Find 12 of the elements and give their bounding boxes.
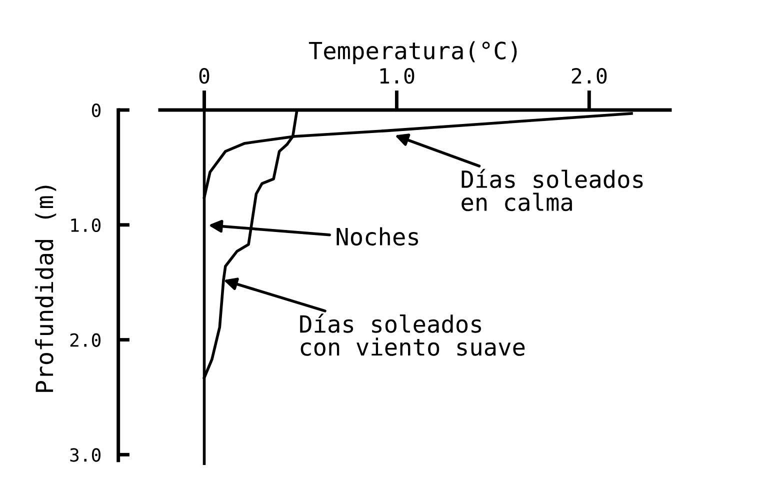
x-tick-label: 2.0 bbox=[572, 68, 607, 84]
x-tick-label: 1.0 bbox=[380, 68, 414, 84]
y-tick-label: 1.0 bbox=[71, 218, 100, 232]
y-axis-title: Profundidad (m) bbox=[35, 186, 56, 392]
x-axis-title: Temperatura(°C) bbox=[308, 41, 517, 64]
y-tick-label: 3.0 bbox=[70, 448, 100, 462]
annotation: Días soleados en calma bbox=[462, 168, 643, 212]
ref-line-label: Noches bbox=[336, 227, 418, 246]
y-tick-label: 2.0 bbox=[70, 333, 100, 347]
x-tick-label: 0 bbox=[199, 68, 210, 84]
y-tick-label: 0 bbox=[92, 104, 100, 118]
annotation: Días soleados con viento suave bbox=[300, 314, 525, 356]
